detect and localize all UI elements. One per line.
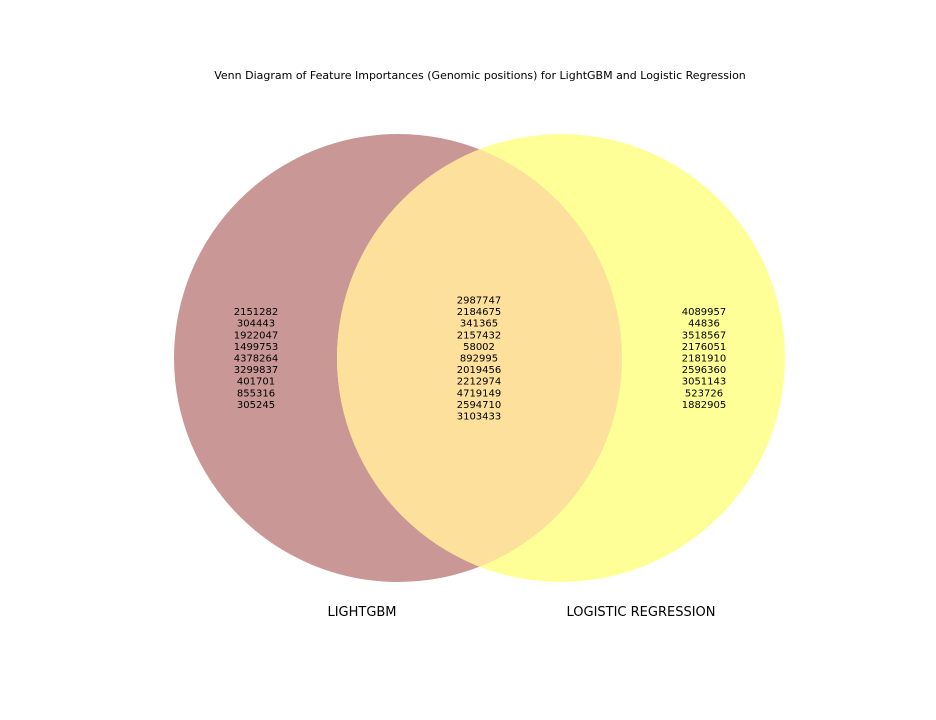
lightgbm-only-items: 2151282 304443 1922047 1499753 4378264 329983… [234,307,279,411]
genomic-position-item: 58002 [463,342,495,353]
genomic-position-item: 2151282 [234,307,279,318]
logistic-regression-only-items: 4089957 44836 3518567 2176051 2181910 2596360… [682,307,727,411]
genomic-position-item: 3518567 [682,330,727,341]
genomic-position-item: 2596360 [682,365,727,376]
genomic-position-item: 2157432 [457,330,502,341]
genomic-position-item: 44836 [688,319,720,330]
genomic-position-item: 341365 [460,319,498,330]
genomic-position-item: 1882905 [682,400,727,411]
lightgbm-set-label: LIGHTGBM [327,605,396,620]
genomic-position-item: 1922047 [234,330,279,341]
genomic-position-item: 2184675 [457,307,502,318]
logistic-regression-set-label: LOGISTIC REGRESSION [566,605,715,620]
genomic-position-item: 2176051 [682,342,727,353]
genomic-position-item: 892995 [460,354,498,365]
genomic-position-item: 304443 [237,319,275,330]
genomic-position-item: 3051143 [682,377,727,388]
genomic-position-item: 2019456 [457,365,502,376]
diagram-title: Venn Diagram of Feature Importances (Gen… [214,69,746,82]
genomic-position-item: 401701 [237,377,275,388]
genomic-position-item: 4719149 [457,388,502,399]
genomic-position-item: 1499753 [234,342,279,353]
genomic-position-item: 3299837 [234,365,279,376]
intersection-region [337,134,622,582]
genomic-position-item: 855316 [237,388,275,399]
genomic-position-item: 4089957 [682,307,727,318]
genomic-position-item: 4378264 [234,354,279,365]
intersection-items: 2987747 2184675 341365 2157432 58002 892995 20… [457,296,502,423]
genomic-position-item: 2594710 [457,400,502,411]
genomic-position-item: 523726 [685,388,723,399]
genomic-position-item: 2181910 [682,354,727,365]
genomic-position-item: 2987747 [457,296,502,307]
genomic-position-item: 305245 [237,400,275,411]
genomic-position-item: 2212974 [457,377,502,388]
genomic-position-item: 3103433 [457,412,502,423]
